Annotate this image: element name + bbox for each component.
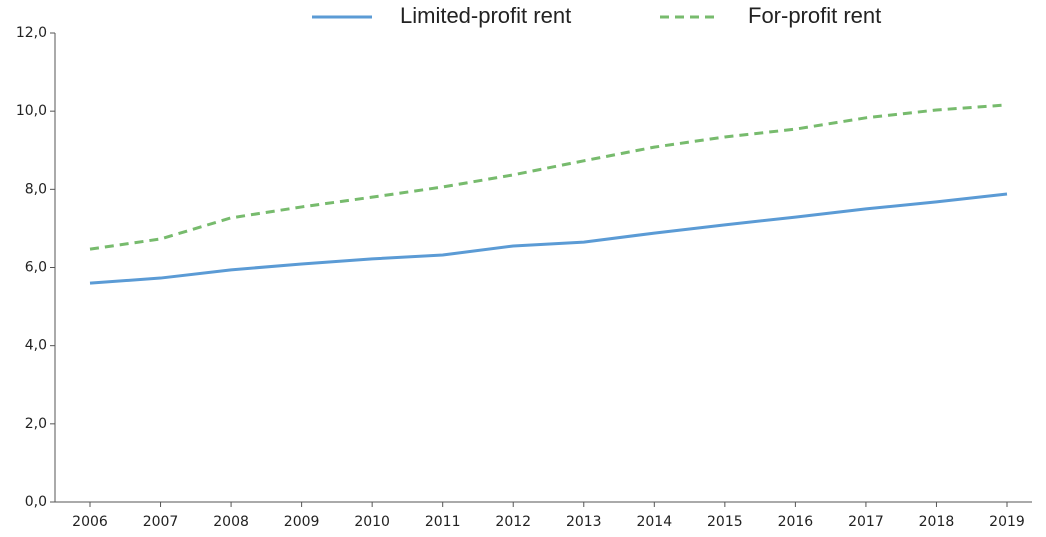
x-tick-label: 2010 [354,514,390,530]
x-tick-label: 2018 [919,514,955,530]
x-tick-label: 2014 [636,514,672,530]
series-line [89,192,1008,285]
x-tick-label: 2011 [425,514,461,530]
x-tick-label: 2016 [778,514,814,530]
y-tick-label: 6,0 [25,260,47,276]
x-tick-label: 2008 [213,514,249,530]
y-tick-label: 12,0 [16,25,47,41]
x-tick-label: 2009 [284,514,320,530]
y-tick-label: 4,0 [25,338,47,354]
x-tick-label: 2017 [848,514,884,530]
y-tick-label: 2,0 [25,416,47,432]
x-tick-label: 2015 [707,514,743,530]
x-tick-label: 2013 [566,514,602,530]
y-tick-label: 8,0 [25,181,47,197]
legend-label: For-profit rent [748,3,881,28]
x-tick-label: 2019 [989,514,1025,530]
series-line [89,103,1008,251]
x-tick-label: 2006 [72,514,108,530]
legend-label: Limited-profit rent [400,3,571,28]
x-tick-label: 2012 [495,514,531,530]
x-tick-label: 2007 [143,514,179,530]
y-tick-label: 0,0 [25,494,47,510]
y-tick-label: 10,0 [16,103,47,119]
